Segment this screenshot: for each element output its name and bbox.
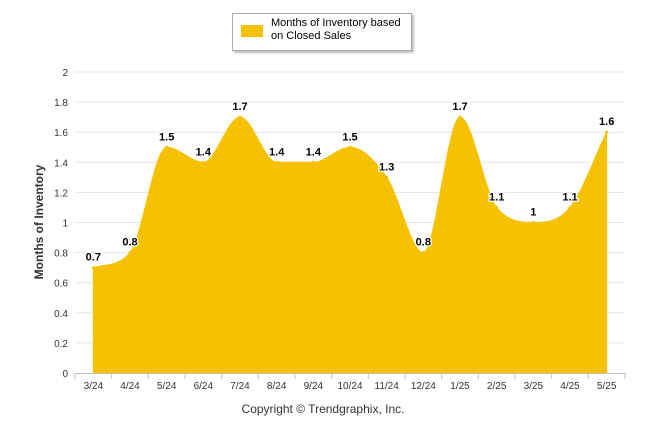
- y-tick-label: 0.8: [54, 249, 68, 260]
- data-point: [311, 160, 315, 164]
- data-point: [568, 205, 572, 209]
- x-tick-label: 11/24: [375, 381, 400, 392]
- x-tick-label: 3/25: [524, 381, 544, 392]
- legend-label: Months of Inventory based on Closed Sale…: [271, 17, 401, 42]
- data-label: 1.6: [599, 116, 614, 128]
- x-tick-label: 12/24: [411, 381, 436, 392]
- data-label: 1.1: [562, 191, 577, 203]
- data-point: [348, 145, 352, 149]
- data-point: [201, 160, 205, 164]
- x-tick-label: 5/24: [157, 381, 177, 392]
- data-label: 1.5: [342, 131, 357, 143]
- data-label: 1.7: [232, 101, 247, 113]
- x-tick-label: 3/24: [84, 381, 104, 392]
- data-point: [495, 205, 499, 209]
- data-point: [91, 266, 95, 270]
- x-tick-label: 4/24: [120, 381, 140, 392]
- y-tick-label: 2: [62, 68, 68, 79]
- x-tick-label: 10/24: [337, 381, 362, 392]
- x-tick-label: 1/25: [450, 381, 470, 392]
- y-tick-label: 0.2: [54, 339, 68, 350]
- y-tick-label: 0: [62, 369, 68, 380]
- data-label: 0.8: [416, 237, 431, 249]
- area-fill: [92, 116, 608, 374]
- legend-swatch: [241, 25, 263, 37]
- data-point: [128, 251, 132, 255]
- y-tick-label: 1.2: [54, 188, 68, 199]
- data-label: 1.7: [452, 101, 467, 113]
- data-label: 1.3: [379, 161, 394, 173]
- legend: Months of Inventory based on Closed Sale…: [232, 13, 412, 51]
- data-point: [275, 160, 279, 164]
- data-labels: 0.7 0.8 1.5 1.4 1.7 1.4 1.4 1.5 1.3 0.8 1.7 1.1 1 1.1…: [84, 100, 616, 270]
- data-point: [238, 115, 242, 119]
- x-tick-label: 2/25: [487, 381, 507, 392]
- data-point: [421, 251, 425, 255]
- data-point: [385, 175, 389, 179]
- data-label: 0.8: [122, 237, 137, 249]
- data-label: 0.7: [86, 252, 101, 264]
- y-tick-label: 1.8: [54, 98, 68, 109]
- x-tick-label: 5/25: [597, 381, 617, 392]
- copyright-text: Copyright © Trendgraphix, Inc.: [241, 402, 405, 416]
- data-point: [458, 115, 462, 119]
- y-tick-label: 0.6: [54, 279, 68, 290]
- data-label: 1.4: [269, 146, 285, 158]
- data-label: 1.4: [306, 146, 322, 158]
- x-tick-label: 8/24: [267, 381, 287, 392]
- data-point: [531, 221, 535, 224]
- area-series: [92, 116, 608, 374]
- y-tick-label: 1: [62, 219, 68, 230]
- y-tick-label: 1.4: [54, 158, 68, 169]
- x-tick-label: 7/24: [230, 381, 250, 392]
- y-axis: 0 0.2 0.4 0.6 0.8 1 1.2 1.4 1.6 1.8 2: [54, 68, 68, 380]
- data-label: 1.5: [159, 131, 174, 143]
- x-tick-label: 4/25: [560, 381, 580, 392]
- data-point: [165, 145, 169, 149]
- y-tick-label: 1.6: [54, 128, 68, 139]
- x-tick-label: 6/24: [194, 381, 214, 392]
- x-axis: 3/24 4/24 5/24 6/24 7/24 8/24 9/24 10/24 11/24 12…: [74, 373, 626, 392]
- y-tick-label: 0.4: [54, 309, 68, 320]
- y-axis-title: Months of Inventory: [32, 164, 46, 279]
- data-label: 1.1: [489, 191, 504, 203]
- data-point: [605, 130, 609, 134]
- data-label: 1: [530, 207, 536, 219]
- data-label: 1.4: [196, 146, 212, 158]
- x-tick-label: 9/24: [304, 381, 324, 392]
